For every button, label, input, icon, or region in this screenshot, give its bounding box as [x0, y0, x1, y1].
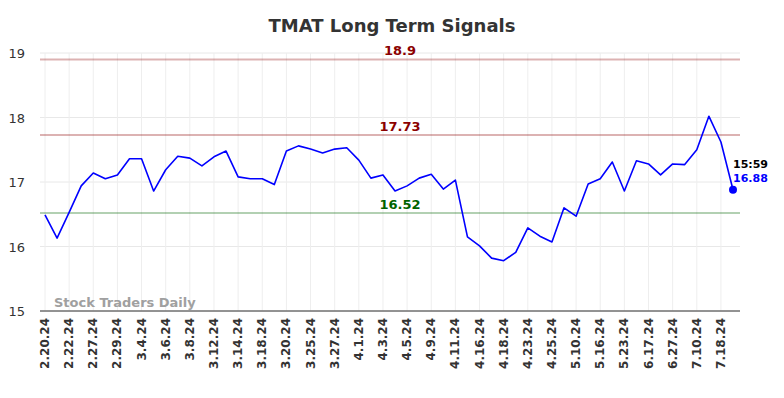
- grid-line: [576, 53, 577, 311]
- y-tick-label: 17: [8, 175, 25, 190]
- x-tick-label: 2.27.24: [86, 318, 100, 369]
- x-tick-label: 5.10.24: [569, 318, 583, 369]
- grid-line: [310, 53, 311, 311]
- x-tick-label: 3.6.24: [159, 318, 173, 361]
- x-tick-label: 2.20.24: [38, 318, 52, 369]
- x-tick-label: 4.23.24: [521, 318, 535, 369]
- grid-line: [45, 53, 46, 311]
- x-tick-label: 4.5.24: [400, 318, 414, 361]
- grid-line: [600, 53, 601, 311]
- x-tick-label: 3.25.24: [304, 318, 318, 369]
- x-tick-label: 3.14.24: [231, 318, 245, 369]
- x-axis: [40, 310, 740, 311]
- grid-line: [431, 53, 432, 311]
- x-tick-label: 4.1.24: [352, 318, 366, 361]
- y-tick-label: 16: [8, 240, 25, 255]
- x-tick-label: 2.29.24: [110, 318, 124, 369]
- grid-line: [286, 53, 287, 311]
- grid-line: [69, 53, 70, 311]
- grid-line: [40, 182, 740, 183]
- last-value: 16.88: [733, 172, 768, 185]
- grid-line: [262, 53, 263, 311]
- grid-line: [648, 53, 649, 311]
- x-tick-label: 3.12.24: [207, 318, 221, 369]
- x-tick-label: 4.3.24: [376, 318, 390, 361]
- grid-line: [551, 53, 552, 311]
- grid-line: [189, 53, 190, 311]
- x-tick-label: 3.8.24: [183, 318, 197, 361]
- grid-line: [93, 53, 94, 311]
- grid-line: [696, 53, 697, 311]
- grid-line: [334, 53, 335, 311]
- title: TMAT Long Term Signals: [269, 15, 516, 36]
- x-tick-label: 5.16.24: [593, 318, 607, 369]
- grid-line: [624, 53, 625, 311]
- y-tick-label: 15: [8, 304, 25, 319]
- grid-line: [527, 53, 528, 311]
- grid-line: [358, 53, 359, 311]
- grid-line: [407, 53, 408, 311]
- x-tick-label: 3.20.24: [279, 318, 293, 369]
- x-tick-label: 6.17.24: [642, 318, 656, 369]
- x-tick-label: 3.4.24: [135, 318, 149, 361]
- x-tick-label: 4.18.24: [497, 318, 511, 369]
- last-point: [729, 186, 737, 194]
- grid-line: [672, 53, 673, 311]
- x-tick-label: 2.22.24: [62, 318, 76, 369]
- reference-line: [40, 134, 740, 136]
- grid-line: [40, 246, 740, 247]
- x-tick-label: 4.16.24: [473, 318, 487, 369]
- price-line: [45, 116, 733, 260]
- reference-label: 16.52: [379, 197, 420, 212]
- grid-line: [117, 53, 118, 311]
- grid-line: [40, 311, 740, 312]
- last-time: 15:59: [733, 158, 768, 171]
- grid-line: [382, 53, 383, 311]
- x-tick-label: 5.23.24: [617, 318, 631, 369]
- grid-line: [213, 53, 214, 311]
- y-tick-label: 19: [8, 46, 25, 61]
- x-tick-label: 4.25.24: [545, 318, 559, 369]
- grid-line: [141, 53, 142, 311]
- x-tick-label: 7.10.24: [690, 318, 704, 369]
- x-tick-label: 4.11.24: [448, 318, 462, 369]
- reference-line: [40, 212, 740, 214]
- reference-label: 18.9: [384, 43, 416, 58]
- x-tick-label: 6.27.24: [666, 318, 680, 369]
- reference-line: [40, 58, 740, 60]
- grid-line: [479, 53, 480, 311]
- y-tick-label: 18: [8, 111, 25, 126]
- plot-area: [45, 116, 737, 260]
- grid-line: [40, 117, 740, 118]
- reference-label: 17.73: [379, 119, 420, 134]
- grid-line: [165, 53, 166, 311]
- grid-line: [238, 53, 239, 311]
- watermark: Stock Traders Daily: [54, 295, 196, 310]
- x-tick-label: 7.18.24: [714, 318, 728, 369]
- grid-line: [720, 53, 721, 311]
- x-tick-label: 3.27.24: [328, 318, 342, 369]
- x-tick-label: 3.18.24: [255, 318, 269, 369]
- x-tick-label: 4.9.24: [424, 318, 438, 361]
- grid-line: [503, 53, 504, 311]
